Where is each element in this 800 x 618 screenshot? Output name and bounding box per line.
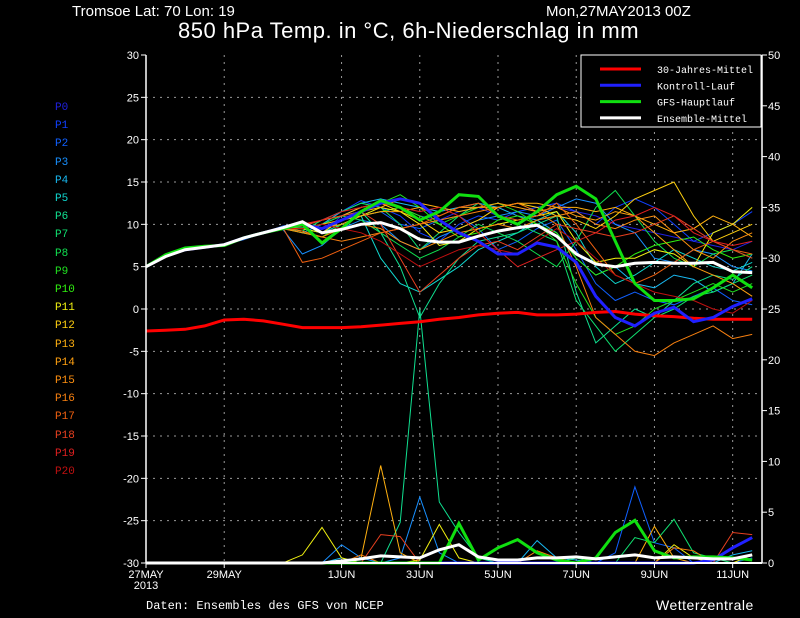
member-key-p15: P15 bbox=[55, 375, 75, 387]
precip-line-p2 bbox=[146, 485, 753, 564]
y-tick-label-left: -5 bbox=[129, 346, 139, 358]
temp-line-p5 bbox=[145, 210, 753, 293]
temp-line-p14 bbox=[145, 202, 753, 297]
member-key-p14: P14 bbox=[55, 356, 75, 369]
legend-label-ensmean: Ensemble-Mittel bbox=[657, 114, 747, 126]
member-key-p10: P10 bbox=[55, 284, 75, 296]
temp-line-p18 bbox=[145, 211, 753, 293]
y-tick-label-right: 30 bbox=[768, 253, 780, 265]
y-tick-label-left: 5 bbox=[133, 262, 139, 274]
legend-label-gfs: GFS-Hauptlauf bbox=[657, 98, 735, 110]
y-tick-label-left: -10 bbox=[123, 389, 139, 401]
member-key-p3: P3 bbox=[55, 156, 69, 169]
member-key-p19: P19 bbox=[55, 447, 75, 460]
legend-box bbox=[580, 54, 762, 128]
y-tick-label-right: 25 bbox=[768, 304, 780, 316]
member-key-p6: P6 bbox=[55, 211, 69, 224]
y-tick-label-right: 0 bbox=[768, 558, 774, 570]
member-key-p20: P20 bbox=[55, 466, 75, 478]
x-tick-label: 3JUN bbox=[406, 569, 434, 581]
precip-line-p16 bbox=[146, 547, 753, 564]
x-tick-label: 5JUN bbox=[484, 569, 512, 581]
y-tick-label-right: 50 bbox=[768, 50, 780, 62]
temp-line-ensmean bbox=[145, 220, 753, 275]
run-date: Mon,27MAY2013 00Z bbox=[546, 3, 691, 20]
member-key-p2: P2 bbox=[55, 138, 69, 151]
y-tick-label-left: -30 bbox=[123, 558, 139, 570]
member-key-p18: P18 bbox=[55, 429, 75, 442]
y-tick-label-left: 10 bbox=[127, 219, 139, 231]
temp-line-p6 bbox=[145, 211, 753, 344]
member-key-p4: P4 bbox=[55, 174, 69, 187]
y-tick-label-right: 45 bbox=[768, 101, 780, 113]
y-tick-label-left: -15 bbox=[123, 431, 139, 443]
y-tick-label-left: 30 bbox=[127, 50, 139, 62]
data-credit: Daten: Ensembles des GFS von NCEP bbox=[146, 599, 384, 613]
member-key-p5: P5 bbox=[55, 193, 69, 205]
member-key-p17: P17 bbox=[55, 411, 75, 424]
y-tick-label-right: 10 bbox=[768, 456, 780, 468]
y-tick-label-left: 15 bbox=[127, 177, 139, 189]
y-tick-label-left: 25 bbox=[127, 92, 139, 104]
x-tick-label: 1JUN bbox=[328, 569, 356, 581]
member-key-p13: P13 bbox=[55, 338, 75, 351]
y-tick-label-right: 5 bbox=[768, 507, 774, 519]
y-tick-label-right: 35 bbox=[768, 202, 780, 214]
y-tick-label-right: 20 bbox=[768, 355, 780, 367]
x-tick-sublabel: 2013 bbox=[134, 580, 158, 592]
member-key-p0: P0 bbox=[55, 102, 69, 114]
member-key-p7: P7 bbox=[55, 229, 69, 242]
x-tick-label: 27MAY bbox=[128, 569, 164, 581]
member-key-p9: P9 bbox=[55, 265, 69, 278]
member-temp-lines bbox=[145, 181, 753, 357]
member-key-p11: P11 bbox=[55, 302, 75, 315]
y-tick-label-left: -20 bbox=[123, 473, 139, 485]
legend-label-kontroll: Kontroll-Lauf bbox=[657, 81, 735, 93]
station-info: Tromsoe Lat: 70 Lon: 19 bbox=[72, 3, 235, 20]
x-tick-label: 7JUN bbox=[562, 569, 590, 581]
chart-title: 850 hPa Temp. in °C, 6h-Niederschlag in … bbox=[178, 18, 640, 43]
x-tick-label: 29MAY bbox=[207, 569, 243, 581]
member-key-p8: P8 bbox=[55, 247, 69, 260]
member-key-p16: P16 bbox=[55, 393, 75, 406]
precip-lines bbox=[146, 308, 753, 565]
x-tick-label: 9JUN bbox=[641, 569, 669, 581]
y-tick-label-left: -25 bbox=[123, 516, 139, 528]
y-tick-label-right: 15 bbox=[768, 406, 780, 418]
precip-line-p6 bbox=[146, 308, 753, 564]
legend-label-mittel: 30-Jahres-Mittel bbox=[657, 65, 753, 77]
member-key-p1: P1 bbox=[55, 120, 69, 133]
member-key-p12: P12 bbox=[55, 320, 75, 333]
y-tick-label-right: 40 bbox=[768, 152, 780, 164]
legend: 30-Jahres-Mittel Kontroll-Lauf GFS-Hauptla… bbox=[580, 54, 762, 128]
y-tick-label-left: 0 bbox=[133, 304, 139, 316]
x-tick-label: 11JUN bbox=[716, 569, 749, 581]
axes: -30 -25 -20 -15 -10 -5 0 5 10 15 20 25 30 0 5 10 15 20 25 3… bbox=[123, 50, 780, 592]
brand-label: Wetterzentrale bbox=[656, 597, 754, 613]
main-temp-lines bbox=[145, 184, 754, 333]
y-tick-label-left: 20 bbox=[127, 135, 139, 147]
